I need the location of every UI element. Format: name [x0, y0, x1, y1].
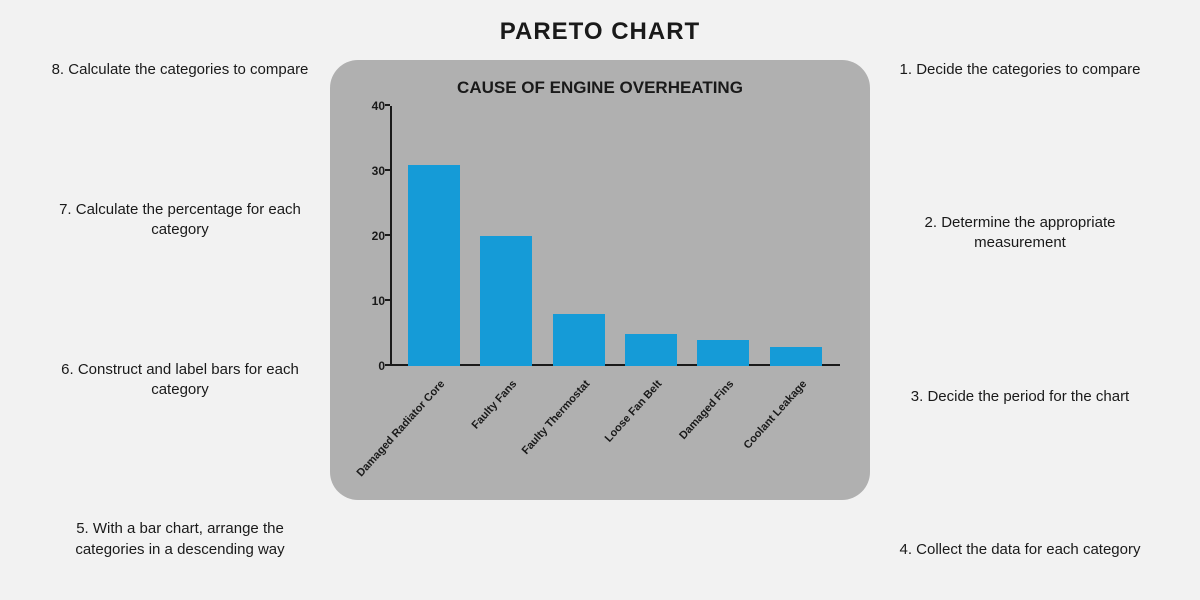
category-label-1: Faulty Fans	[470, 378, 520, 431]
bar-4	[697, 340, 749, 366]
right-steps-column: 1. Decide the categories to compare 2. De…	[880, 60, 1160, 560]
y-tick-mark-40	[385, 104, 390, 106]
y-tick-label-10: 10	[355, 294, 385, 308]
main-layout: 8. Calculate the categories to compare 7.…	[0, 60, 1200, 560]
category-label-2: Faulty Thermostat	[519, 378, 592, 457]
y-tick-label-20: 20	[355, 229, 385, 243]
y-tick-mark-30	[385, 169, 390, 171]
y-tick-mark-0	[385, 364, 390, 366]
bar-2	[553, 314, 605, 366]
bar-3	[625, 334, 677, 367]
bar-slot-3: Loose Fan Belt	[623, 334, 679, 367]
left-step-4: 5. With a bar chart, arrange the categor…	[50, 519, 310, 560]
left-steps-column: 8. Calculate the categories to compare 7.…	[40, 60, 320, 560]
right-step-1: 1. Decide the categories to compare	[890, 60, 1150, 80]
y-tick-label-30: 30	[355, 164, 385, 178]
category-label-5: Coolant Leakage	[741, 378, 809, 451]
right-step-4: 4. Collect the data for each category	[890, 540, 1150, 560]
bar-slot-2: Faulty Thermostat	[551, 314, 607, 366]
bars-container: Damaged Radiator Core Faulty Fans Faulty T…	[390, 106, 840, 366]
bar-1	[480, 236, 532, 366]
bar-slot-5: Coolant Leakage	[768, 347, 824, 367]
y-tick-mark-10	[385, 299, 390, 301]
bar-slot-1: Faulty Fans	[478, 236, 534, 366]
right-step-2: 2. Determine the appropriate measurement	[890, 213, 1150, 254]
left-step-2: 7. Calculate the percentage for each cat…	[50, 200, 310, 241]
chart-panel: CAUSE OF ENGINE OVERHEATING Damaged Radi…	[330, 60, 870, 500]
category-label-4: Damaged Fins	[678, 378, 737, 442]
plot-area: Damaged Radiator Core Faulty Fans Faulty T…	[390, 106, 840, 366]
category-label-0: Damaged Radiator Core	[355, 378, 448, 479]
page-title: PARETO CHART	[0, 0, 1200, 46]
category-label-3: Loose Fan Belt	[603, 378, 665, 445]
y-tick-label-40: 40	[355, 99, 385, 113]
y-tick-label-0: 0	[355, 359, 385, 373]
right-step-3: 3. Decide the period for the chart	[890, 387, 1150, 407]
left-step-1: 8. Calculate the categories to compare	[50, 60, 310, 80]
bar-0	[408, 165, 460, 367]
left-step-3: 6. Construct and label bars for each cat…	[50, 360, 310, 401]
bar-slot-4: Damaged Fins	[695, 340, 751, 366]
chart-title: CAUSE OF ENGINE OVERHEATING	[340, 78, 860, 98]
bar-slot-0: Damaged Radiator Core	[406, 165, 462, 367]
y-tick-mark-20	[385, 234, 390, 236]
bar-5	[770, 347, 822, 367]
